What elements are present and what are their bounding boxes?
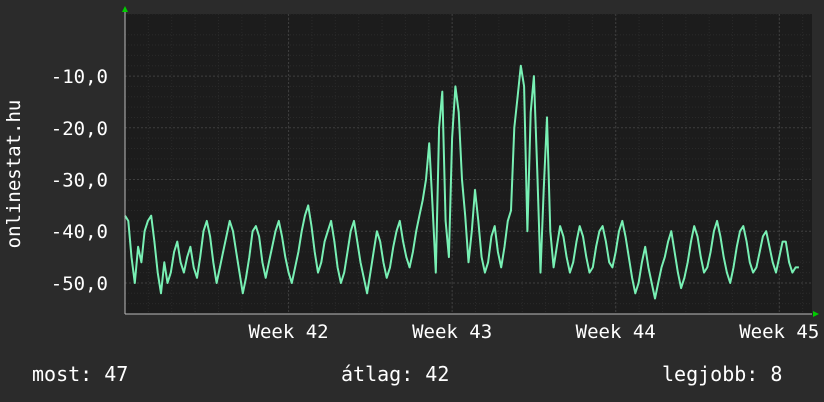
x-axis-ticks: Week 42 Week 43 Week 44 Week 45 bbox=[249, 321, 820, 343]
x-tick-label: Week 43 bbox=[412, 321, 492, 343]
y-tick-label: -30,0 bbox=[51, 170, 108, 192]
y-axis-arrow bbox=[122, 6, 128, 12]
x-tick-label: Week 45 bbox=[739, 321, 819, 343]
series-line bbox=[124, 64, 799, 300]
plot-area bbox=[125, 14, 812, 314]
y-axis-ticks: -10,0 -20,0 -30,0 -40,0 -50,0 bbox=[51, 66, 108, 295]
x-tick-label: Week 42 bbox=[249, 321, 329, 343]
y-tick-label: -40,0 bbox=[51, 221, 108, 243]
y-tick-label: -20,0 bbox=[51, 118, 108, 140]
y-tick-label: -50,0 bbox=[51, 273, 108, 295]
y-axis-label: onlinestat.hu bbox=[3, 100, 25, 249]
current-value: most: 47 bbox=[32, 362, 129, 386]
y-tick-label: -10,0 bbox=[51, 66, 108, 88]
x-axis-arrow bbox=[813, 311, 819, 317]
average-value: átlag: 42 bbox=[341, 362, 450, 386]
axes bbox=[122, 6, 819, 317]
major-grid bbox=[125, 14, 812, 314]
x-tick-label: Week 44 bbox=[576, 321, 656, 343]
best-value: legjobb: 8 bbox=[662, 362, 783, 386]
